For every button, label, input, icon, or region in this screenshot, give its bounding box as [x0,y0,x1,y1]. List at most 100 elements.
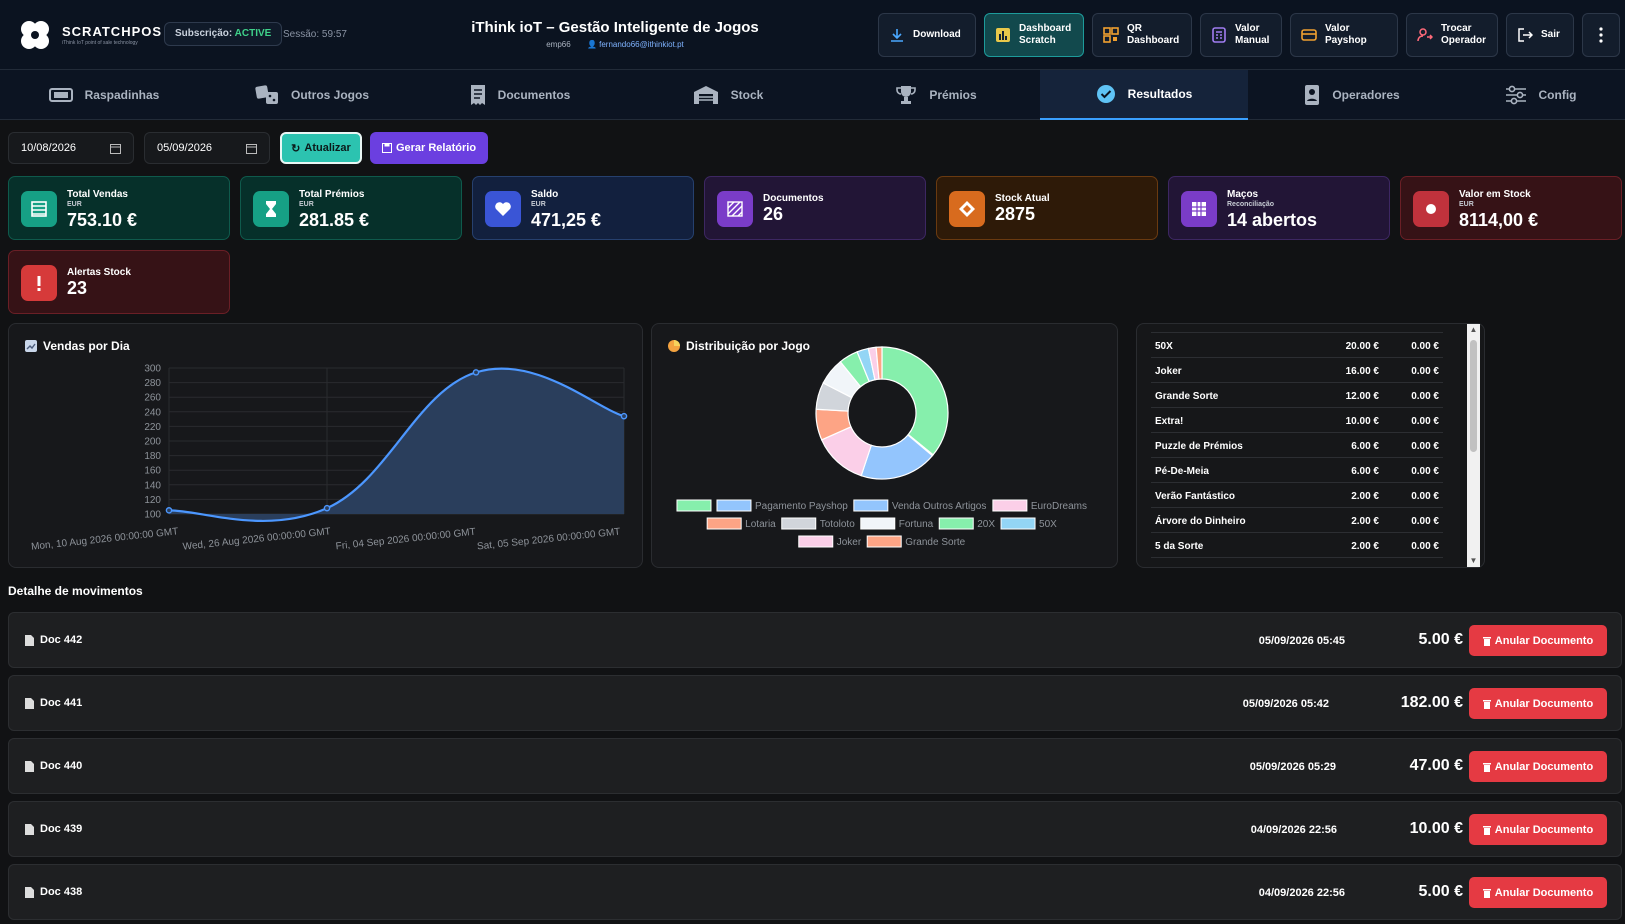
cancel-document-button[interactable]: Anular Documento [1469,814,1607,845]
trash-icon [1482,888,1491,898]
page-title: iThink ioT – Gestão Inteligente de Jogos [471,19,759,36]
document-label[interactable]: Doc 440 [25,760,82,772]
stat-value: 26 [763,204,784,224]
stat-card-1: Total Vendas EUR 753.10 € [8,176,230,240]
scroll-thumb[interactable] [1470,340,1477,452]
stat-unit: EUR [531,201,546,208]
stat-card-2: Total Prémios EUR 281.85 € [240,176,462,240]
date-from-input[interactable]: 10/08/2026 [8,132,134,164]
download-button[interactable]: Download [878,13,976,57]
stat-value: 753.10 € [67,210,138,230]
tab-outros-jogos[interactable]: Outros Jogos [208,70,416,120]
calendar-icon [110,143,121,154]
tab-stock[interactable]: Stock [624,70,832,120]
sales-amount: 20.00 € [1345,341,1379,352]
movements-title: Detalhe de movimentos [8,584,143,598]
document-icon [25,760,34,772]
valor-payshop-button[interactable]: Valor Payshop [1290,13,1398,57]
tab-raspadinhas[interactable]: Raspadinhas [0,70,208,120]
game-name: 10X [1155,566,1173,567]
movement-date: 04/09/2026 22:56 [1250,824,1337,836]
pie-slice [875,346,883,380]
cancel-document-button[interactable]: Anular Documento [1469,877,1607,908]
clover-logo-icon [21,21,49,49]
qr-dashboard-button[interactable]: QR Dashboard [1092,13,1192,57]
stat-value: 281.85 € [299,210,370,230]
stat-card-4: Documentos 26 [704,176,926,240]
y-tick-label: 220 [144,422,161,433]
receipt-icon [470,85,485,105]
card-icon [1301,29,1317,41]
sales-line-chart: 100 120 140 160 180 200 220 240 260 280 300 Mon, 10… [31,364,628,553]
x-tick-label: Mon, 10 Aug 2026 00:00:00 GMT [31,526,179,552]
sales-amount: 12.00 € [1345,391,1379,402]
tab-operadores[interactable]: Operadores [1248,70,1456,120]
scroll-up-icon[interactable]: ▲ [1469,325,1478,334]
hourglass-icon [253,191,289,227]
stat-card-7: Valor em Stock EUR 8114,00 € [1400,176,1622,240]
date-to-input[interactable]: 05/09/2026 [144,132,270,164]
movement-amount: 182.00 € [1400,694,1463,711]
game-name: Puzzle de Prémios [1155,441,1243,452]
cancel-document-button[interactable]: Anular Documento [1469,751,1607,782]
movement-date: 05/09/2026 05:42 [1242,698,1329,710]
document-label[interactable]: Doc 438 [25,886,82,898]
chart-trend-icon [25,340,37,352]
prize-amount: 0.00 € [1411,516,1439,527]
document-icon [25,886,34,898]
tab-config[interactable]: Config [1456,70,1625,120]
trash-icon [1482,762,1491,772]
cancel-document-button[interactable]: Anular Documento [1469,688,1607,719]
calendar-icon [246,143,257,154]
more-menu-button[interactable] [1582,13,1620,57]
sales-chart-title: Vendas por Dia [25,339,130,353]
table-scrollbar[interactable]: ▲ ▼ [1467,324,1480,567]
legend-label: Totoloto [820,519,855,530]
movement-date: 05/09/2026 05:45 [1258,635,1345,647]
data-point [165,507,173,514]
logout-icon [1518,28,1533,42]
prize-amount: 0.00 € [1411,491,1439,502]
stat-value: 14 abertos [1227,210,1318,230]
trocar-operador-button[interactable]: Trocar Operador [1406,13,1498,57]
logout-button[interactable]: Sair [1506,13,1574,57]
generate-report-button[interactable]: Gerar Relatório [370,132,488,164]
sales-amount: 2.00 € [1351,516,1379,527]
prize-amount: 0.00 € [1411,391,1439,402]
document-label[interactable]: Doc 439 [25,823,82,835]
game-name: 20X [1155,324,1173,327]
table-row: 10X 1.00 € 0.00 € [1151,558,1443,567]
data-point [323,504,331,512]
tab-resultados[interactable]: Resultados [1040,70,1248,120]
document-label[interactable]: Doc 442 [25,634,82,646]
document-label[interactable]: Doc 441 [25,697,82,709]
table-row: Grande Sorte 12.00 € 0.00 € [1151,383,1443,408]
game-name: Joker [1155,366,1182,377]
y-tick-label: 240 [144,407,161,418]
stat-label: Documentos [763,193,824,204]
refresh-button[interactable]: ↻ Atualizar [280,132,362,164]
tab-premios[interactable]: Prémios [832,70,1040,120]
y-tick-label: 120 [144,495,161,506]
legend-label: Grande Sorte [905,537,965,548]
table-row: Verão Fantástico 2.00 € 0.00 € [1151,483,1443,508]
calculator-icon [1212,27,1226,43]
scroll-down-icon[interactable]: ▼ [1469,556,1478,565]
y-tick-label: 260 [144,393,161,404]
table-row: 50X 20.00 € 0.00 € [1151,333,1443,358]
tab-documentos[interactable]: Documentos [416,70,624,120]
table-row: Puzzle de Prémios 6.00 € 0.00 € [1151,433,1443,458]
dashboard-scratch-button[interactable]: Dashboard Scratch [984,13,1084,57]
legend-swatch [1000,517,1036,530]
game-name: Extra! [1155,416,1184,427]
subscription-badge: Subscrição: ACTIVE [164,22,283,46]
data-point [472,369,480,376]
cancel-document-button[interactable]: Anular Documento [1469,625,1607,656]
movement-amount: 5.00 € [1418,631,1463,648]
legend-swatch [706,517,742,530]
valor-manual-button[interactable]: Valor Manual [1200,13,1282,57]
game-name: Pé-De-Meia [1155,466,1209,477]
game-name: Verão Fantástico [1155,491,1236,502]
stat-value: 2875 [995,204,1036,224]
prize-amount: 0.00 € [1411,566,1439,567]
